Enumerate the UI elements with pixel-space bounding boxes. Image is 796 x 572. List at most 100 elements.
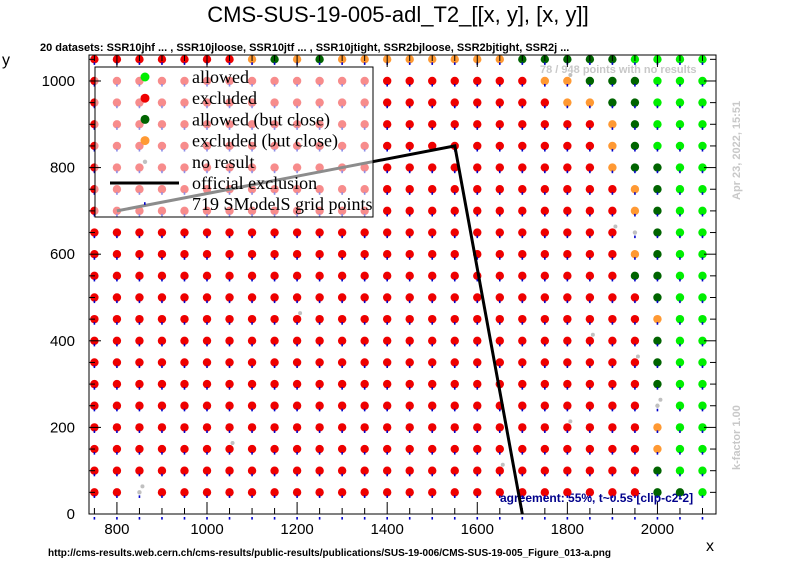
point-excluded — [157, 271, 167, 281]
grid-point — [363, 62, 366, 65]
point-excluded — [292, 314, 302, 324]
grid-point — [363, 322, 366, 325]
point-excluded — [157, 249, 167, 259]
grid-point — [296, 517, 298, 520]
point-no-result — [140, 484, 145, 489]
point-excluded — [337, 228, 347, 237]
grid-point — [656, 300, 659, 304]
grid-point — [611, 127, 614, 130]
point-excluded — [428, 466, 437, 475]
grid-point — [566, 127, 569, 130]
legend-marker-no-result — [142, 159, 148, 164]
point-excluded — [428, 206, 437, 216]
point-excluded — [473, 206, 482, 216]
point-excluded — [450, 249, 459, 259]
point-excluded-close — [608, 141, 617, 151]
point-excluded — [292, 444, 302, 454]
grid-point — [566, 213, 569, 217]
point-excluded — [405, 206, 414, 216]
point-excluded — [360, 271, 369, 281]
grid-point — [453, 430, 456, 433]
point-excluded — [473, 358, 482, 367]
grid-point — [544, 322, 546, 325]
point-excluded — [405, 98, 414, 107]
point-excluded — [630, 293, 640, 302]
grid-point — [386, 387, 388, 390]
legend-label: excluded — [192, 88, 257, 108]
grid-point — [701, 148, 704, 152]
point-excluded — [292, 423, 302, 432]
point-excluded — [405, 379, 414, 389]
point-allowed — [675, 423, 685, 432]
grid-point — [116, 300, 118, 304]
grid-point — [93, 387, 96, 390]
point-excluded — [540, 293, 550, 302]
grid-point — [341, 408, 343, 412]
point-excluded — [428, 141, 437, 151]
grid-point — [93, 62, 96, 65]
point-excluded — [382, 206, 392, 216]
point-excluded — [180, 249, 189, 259]
point-excluded — [270, 358, 279, 367]
grid-point — [341, 517, 343, 520]
grid-point — [634, 365, 636, 369]
grid-point — [521, 127, 524, 130]
point-excluded — [518, 98, 527, 107]
point-excluded — [540, 206, 550, 216]
grid-point — [611, 192, 614, 195]
grid-point — [318, 343, 321, 347]
point-excluded — [585, 488, 595, 497]
point-excluded — [585, 379, 595, 389]
grid-point — [251, 365, 253, 369]
grid-point — [116, 517, 118, 520]
grid-point — [93, 495, 96, 498]
grid-point — [589, 495, 591, 498]
grid-point — [521, 213, 524, 217]
grid-point — [138, 473, 141, 477]
point-excluded — [428, 76, 437, 86]
point-excluded — [180, 336, 189, 345]
point-allowed-close — [585, 76, 595, 86]
point-excluded — [337, 293, 347, 302]
grid-point — [93, 278, 96, 282]
grid-point — [701, 278, 704, 282]
datasets-subtitle: 20 datasets: SSR10jhf ... , SSR10jloose,… — [40, 42, 570, 54]
point-excluded — [225, 336, 234, 345]
point-excluded — [495, 98, 504, 107]
point-excluded — [270, 444, 279, 454]
grid-point — [611, 300, 614, 304]
point-excluded — [518, 249, 527, 259]
grid-point — [566, 278, 569, 282]
y-tick-label: 0 — [67, 506, 75, 523]
point-excluded — [157, 423, 167, 432]
grid-point — [161, 300, 163, 304]
grid-point — [138, 322, 141, 325]
grid-point — [363, 452, 366, 455]
grid-point — [341, 257, 343, 260]
point-excluded — [563, 423, 572, 432]
point-allowed — [675, 314, 685, 324]
grid-point — [611, 257, 614, 260]
point-excluded — [563, 249, 572, 259]
point-excluded — [112, 423, 122, 432]
point-excluded — [428, 98, 437, 107]
point-excluded — [225, 488, 234, 497]
point-excluded — [180, 423, 189, 432]
grid-point — [183, 257, 186, 260]
grid-point — [228, 495, 231, 498]
grid-point — [498, 62, 501, 65]
grid-point — [701, 387, 704, 390]
point-excluded — [270, 466, 279, 475]
grid-point — [476, 387, 479, 390]
grid-point — [679, 105, 681, 109]
point-excluded — [405, 423, 414, 432]
point-excluded — [135, 271, 144, 281]
point-excluded — [382, 120, 392, 129]
grid-point — [341, 387, 343, 390]
point-excluded — [630, 314, 640, 324]
grid-point — [138, 517, 141, 520]
grid-point — [183, 365, 186, 369]
point-excluded — [428, 444, 437, 454]
point-allowed-close — [653, 336, 662, 345]
point-excluded — [540, 488, 550, 497]
